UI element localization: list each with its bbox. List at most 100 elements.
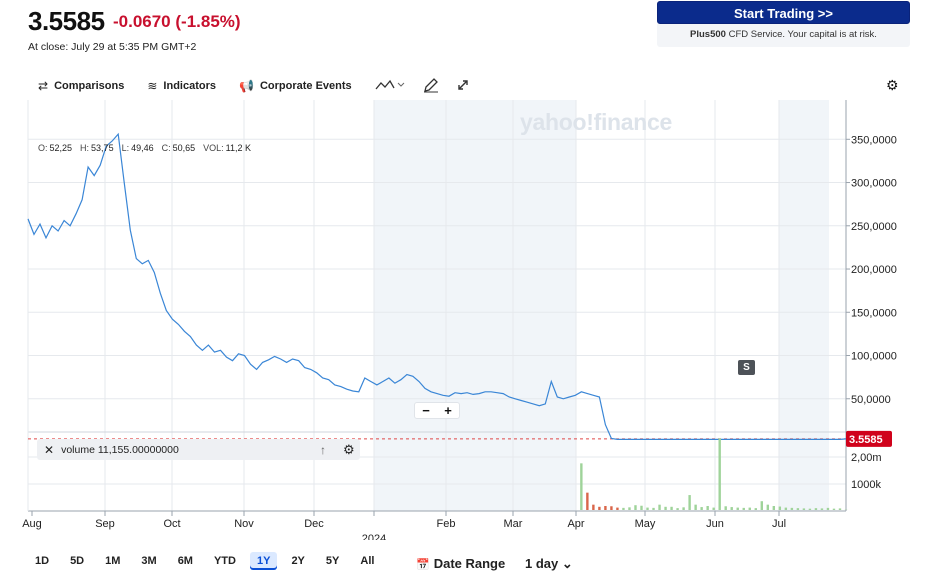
- volume-bar: [754, 508, 757, 510]
- indicators-button[interactable]: ≋ Indicators: [147, 79, 216, 93]
- volume-study-tag: ✕ volume 11,155.00000000 ↑ ⚙: [37, 439, 360, 460]
- ad-banner: Start Trading >> Plus500 CFD Service. Yo…: [657, 1, 910, 47]
- volume-bar: [814, 508, 818, 510]
- megaphone-icon: 📢: [239, 79, 254, 93]
- indicators-label: Indicators: [163, 80, 216, 92]
- x-tick-label: Sep: [95, 518, 115, 530]
- pencil-icon[interactable]: [423, 77, 439, 96]
- volume-bar: [796, 508, 800, 510]
- volume-bar: [670, 506, 673, 510]
- volume-bar: [784, 507, 788, 510]
- volume-bar: [772, 506, 776, 510]
- range-button-ytd[interactable]: YTD: [213, 555, 236, 567]
- range-button-6m[interactable]: 6M: [177, 555, 193, 567]
- x-tick-label: Jul: [772, 518, 786, 530]
- date-range-label: Date Range: [433, 556, 506, 571]
- volume-bar: [646, 507, 649, 510]
- range-button-3m[interactable]: 3M: [141, 555, 157, 567]
- x-tick-label: Feb: [437, 518, 456, 530]
- split-event-badge[interactable]: S: [738, 360, 755, 375]
- price-change: -0.0670 (-1.85%): [113, 12, 241, 32]
- corporate-events-button[interactable]: 📢 Corporate Events: [239, 79, 352, 93]
- zoom-control: − +: [414, 402, 460, 419]
- ohlc-readout: O: 52,25 H: 53,75 L: 49,46 C: 50,65 VOL: 11,2…: [38, 143, 251, 153]
- volume-bar: [628, 507, 631, 510]
- price-tick-label: 50,0000: [851, 394, 891, 406]
- range-button-2y[interactable]: 2Y: [291, 555, 305, 567]
- volume-bar: [742, 507, 745, 510]
- ad-disclaimer: Plus500 CFD Service. Your capital is at …: [657, 29, 910, 40]
- ad-brand: Plus500: [690, 29, 726, 40]
- volume-tick-label: 1000k: [851, 479, 881, 491]
- volume-bar: [634, 505, 637, 510]
- price-chart[interactable]: 350,0000 300,0000 250,0000 200,0000 150,0000…: [0, 100, 926, 545]
- volume-bar: [718, 438, 721, 510]
- close-time: At close: July 29 at 5:35 PM GMT+2: [28, 41, 197, 53]
- price-tick-label: 100,0000: [851, 351, 897, 363]
- change-value: -0.0670: [112, 12, 171, 31]
- x-tick-label: May: [635, 518, 656, 530]
- high-value: 53,75: [91, 143, 114, 153]
- volume-bar: [760, 501, 763, 510]
- price: 3.5585: [28, 6, 105, 36]
- comparisons-button[interactable]: ⇄ Comparisons: [38, 79, 124, 93]
- chart-area[interactable]: 350,0000 300,0000 250,0000 200,0000 150,0000…: [0, 100, 926, 545]
- x-tick-label: Aug: [22, 518, 42, 530]
- volume-bar: [724, 506, 727, 510]
- volume-bar: [688, 495, 691, 510]
- current-price-label: 3.5585: [849, 434, 883, 446]
- volume-bar: [664, 506, 667, 510]
- x-tick-label: 2024: [362, 533, 386, 540]
- x-tick-label: Jun: [706, 518, 724, 530]
- expand-icon[interactable]: [457, 79, 469, 94]
- comparisons-icon: ⇄: [38, 79, 49, 93]
- low-value: 49,46: [131, 143, 154, 153]
- chevron-down-icon: ⌄: [561, 556, 573, 571]
- arrow-up-icon[interactable]: ↑: [320, 442, 326, 457]
- indicators-icon: ≋: [147, 79, 158, 93]
- volume-bar: [676, 508, 679, 510]
- volume-bar: [700, 507, 703, 510]
- volume-bar: [748, 507, 751, 510]
- volume-bar: [766, 504, 770, 510]
- x-tick-label: Nov: [234, 518, 254, 530]
- zoom-in-button[interactable]: +: [444, 403, 452, 418]
- volume-bar: [580, 463, 583, 510]
- yahoo-finance-watermark: yahoo!finance: [520, 109, 673, 135]
- corporate-events-label: Corporate Events: [259, 80, 352, 92]
- range-button-all[interactable]: All: [360, 555, 375, 567]
- quote-header: 3.5585 -0.0670 (-1.85%) At close: July 2…: [28, 6, 241, 53]
- zoom-out-button[interactable]: −: [422, 403, 430, 418]
- close-icon[interactable]: ✕: [44, 442, 55, 457]
- close-label: C:: [161, 143, 171, 153]
- chart-type-icon[interactable]: [375, 79, 405, 94]
- range-button-1y[interactable]: 1Y: [249, 552, 278, 570]
- comparisons-label: Comparisons: [54, 80, 125, 92]
- volume-bar: [838, 508, 842, 510]
- volume-bar: [712, 507, 715, 510]
- date-range-button[interactable]: 📅 Date Range: [416, 556, 505, 571]
- ohlc-low: L: 49,46: [122, 143, 154, 153]
- start-trading-button[interactable]: Start Trading >>: [657, 1, 910, 24]
- volume-value: 11,2 K: [225, 143, 252, 153]
- range-button-5y[interactable]: 5Y: [325, 555, 340, 567]
- volume-study-label: volume 11,155.00000000: [61, 443, 179, 456]
- low-label: L:: [121, 143, 130, 153]
- volume-bar: [658, 504, 661, 510]
- gear-icon[interactable]: ⚙: [343, 441, 355, 457]
- range-button-1d[interactable]: 1D: [35, 555, 50, 567]
- close-value: 50,65: [172, 143, 196, 153]
- price-tick-label: 200,0000: [851, 264, 897, 276]
- volume-label: VOL:: [203, 143, 224, 153]
- volume-bar: [610, 506, 613, 510]
- gear-icon[interactable]: ⚙: [886, 77, 899, 93]
- price-tick-label: 300,0000: [851, 178, 897, 190]
- range-button-5d[interactable]: 5D: [70, 555, 85, 567]
- price-tick-label: 250,0000: [851, 221, 897, 233]
- volume-bar: [802, 508, 806, 510]
- high-label: H:: [80, 143, 90, 153]
- range-button-1m[interactable]: 1M: [105, 555, 121, 567]
- interval-select[interactable]: 1 day ⌄: [525, 556, 573, 572]
- volume-bar: [652, 507, 655, 510]
- price-tick-label: 150,0000: [851, 307, 897, 319]
